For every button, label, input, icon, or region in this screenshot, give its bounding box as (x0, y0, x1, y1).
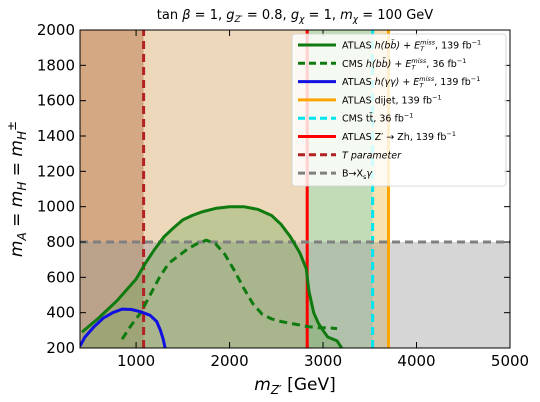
y-axis-ticks: 200 400 600 800 1000 1200 1400 1600 1800 2000 (37, 21, 510, 357)
x-axis-ticks: 1000 2000 3000 4000 5000 (117, 30, 529, 370)
legend: ATLAS h(bb̄) + ETmiss, 139 fb−1 CMS h(bb̄… (291, 33, 507, 187)
region-0 (80, 30, 144, 348)
y-tick-label-5: 1200 (37, 162, 75, 180)
y-tick-label-7: 1600 (37, 92, 75, 110)
legend-label-1: CMS h(bb̄) + ETmiss, 36 fb−1 (342, 57, 466, 72)
y-axis-label: mA = mH = mH± (5, 121, 29, 257)
x-tick-label-2: 3000 (304, 352, 342, 370)
legend-label-5: ATLAS Z′ → Zh, 139 fb−1 (342, 130, 456, 143)
plot-frame (79, 29, 511, 349)
y-tick-label-2: 600 (46, 268, 75, 286)
x-tick-label-0: 1000 (117, 352, 155, 370)
x-tick-label-1: 2000 (210, 352, 248, 370)
series-line-2 (80, 307, 167, 348)
chart-title: tan β = 1, gZ′ = 0.8, gχ = 1, mχ = 100 G… (157, 8, 434, 25)
legend-label-0: ATLAS h(bb̄) + ETmiss, 139 fb−1 (342, 39, 481, 54)
x-tick-label-3: 4000 (397, 352, 435, 370)
legend-label-3: ATLAS dijet, 139 fb−1 (342, 93, 442, 106)
y-tick-label-1: 400 (46, 304, 75, 322)
legend-label-7: B→Xsγ (342, 169, 373, 182)
x-axis-label: mZ′ [GeV] (254, 375, 335, 397)
y-tick-label-6: 1400 (37, 127, 75, 145)
series-line-0 (80, 205, 343, 348)
legend-label-2: ATLAS h(γγ) + ETmiss, 139 fb−1 (342, 75, 480, 90)
y-tick-label-4: 1000 (37, 198, 75, 216)
y-tick-label-0: 200 (46, 339, 75, 357)
series-line-1 (120, 238, 338, 341)
series-lines (80, 30, 510, 348)
y-tick-label-8: 1800 (37, 56, 75, 74)
x-tick-label-4: 5000 (491, 352, 529, 370)
legend-box (291, 33, 507, 187)
y-tick-label-3: 800 (46, 233, 75, 251)
legend-label-4: CMS tt̄, 36 fb−1 (342, 112, 413, 125)
y-tick-label-9: 2000 (37, 21, 75, 39)
legend-label-6: T parameter (342, 150, 402, 161)
